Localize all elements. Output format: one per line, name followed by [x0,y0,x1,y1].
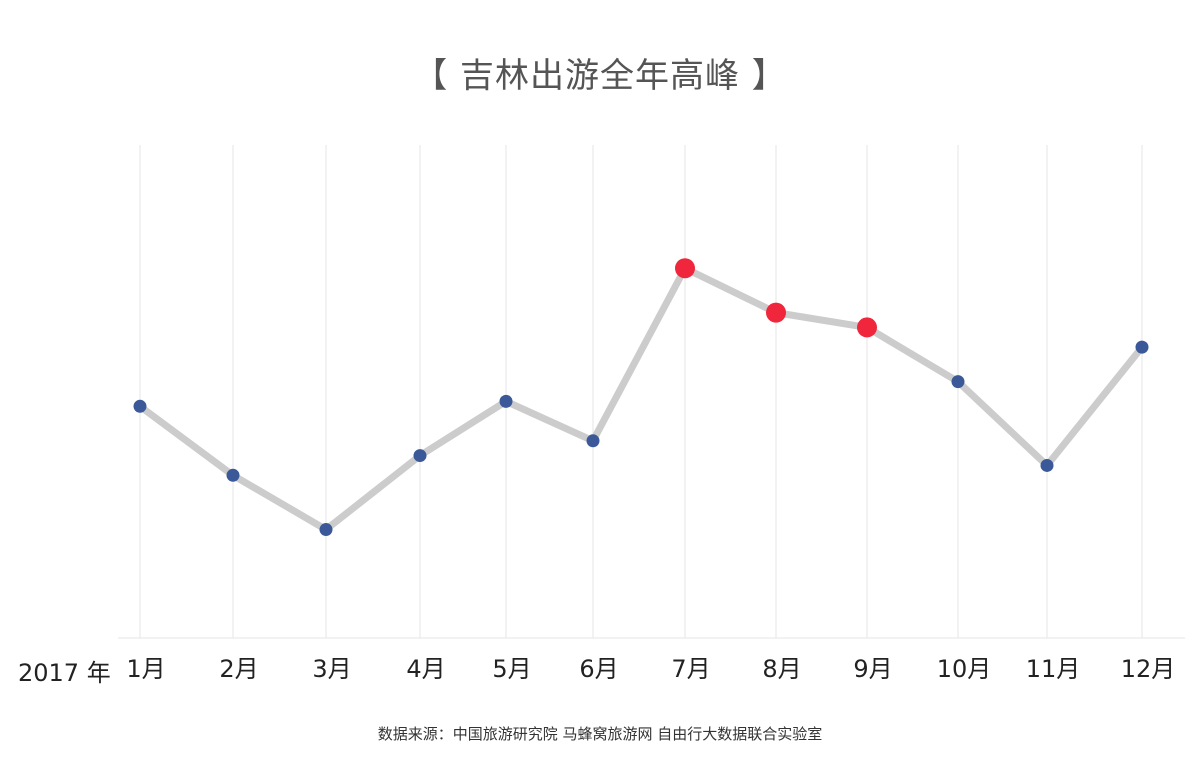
peak-data-point [675,258,695,279]
x-tick-label: 10月 [937,655,992,683]
peak-data-point [857,317,877,338]
data-point [951,375,965,389]
data-point [133,399,147,413]
data-point [319,523,333,537]
x-tick-label: 12月 [1121,655,1176,683]
data-points [133,258,1149,537]
x-tick-label: 1月 [126,655,165,683]
data-point [586,434,600,448]
x-axis-year-label: 2017 年 [18,659,111,687]
data-point [1135,340,1149,354]
chart-title: 【 吉林出游全年高峰 】 [413,56,787,96]
x-tick-label: 9月 [853,655,892,683]
x-tick-label: 7月 [671,655,710,683]
x-tick-label: 3月 [312,655,351,683]
x-tick-label: 5月 [492,655,531,683]
data-point [413,449,427,463]
x-tick-labels: 1月 2月 3月 4月 5月 6月 7月 8月 9月 10月 11月 12月 [126,655,1175,683]
x-tick-label: 8月 [762,655,801,683]
x-tick-label: 4月 [406,655,445,683]
data-source-note: 数据来源：中国旅游研究院 马蜂窝旅游网 自由行大数据联合实验室 [377,725,823,743]
series-line [136,264,1146,534]
data-point [499,394,513,408]
data-point [1040,458,1054,472]
grid-lines [139,145,1143,638]
x-tick-label: 11月 [1026,655,1081,683]
data-point [226,468,240,482]
series-line-layer [136,264,1146,534]
x-tick-label: 2月 [219,655,258,683]
peak-data-point [766,302,786,323]
x-tick-label: 6月 [579,655,618,683]
